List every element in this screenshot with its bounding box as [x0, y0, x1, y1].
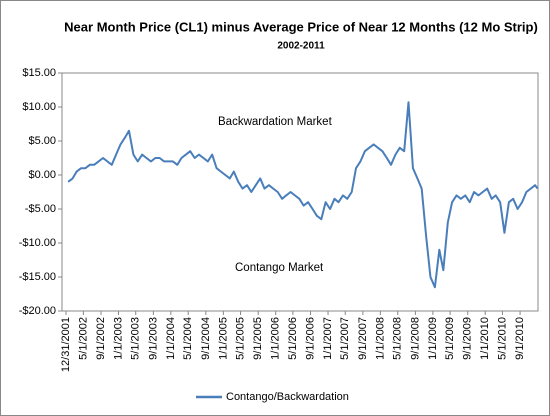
x-tick-label: 1/1/2006	[270, 317, 282, 360]
x-tick-label: 9/1/2004	[200, 317, 212, 360]
chart-title: Near Month Price (CL1) minus Average Pri…	[64, 19, 538, 34]
x-tick-label: 5/1/2002	[77, 317, 89, 360]
y-tick-label: $0.00	[28, 169, 56, 181]
x-tick-label: 5/1/2008	[392, 317, 404, 360]
x-tick-label: 5/1/2006	[287, 317, 299, 360]
x-tick-label: 9/1/2008	[409, 317, 421, 360]
x-tick-label: 9/1/2010	[514, 317, 526, 360]
y-tick-label: $15.00	[22, 67, 56, 79]
annotation: Backwardation Market	[218, 116, 333, 128]
x-tick-label: 9/1/2002	[95, 317, 107, 360]
y-tick-label: -$5.00	[25, 203, 56, 215]
x-tick-label: 9/1/2007	[357, 317, 369, 360]
x-tick-label: 5/1/2005	[234, 317, 246, 360]
x-tick-label: 9/1/2009	[462, 317, 474, 360]
plot-area	[61, 72, 539, 312]
line-series	[67, 101, 539, 289]
x-tick-label: 5/1/2007	[339, 317, 351, 360]
x-tick-label: 1/1/2008	[374, 317, 386, 360]
x-tick-label: 5/1/2010	[496, 317, 508, 360]
legend-label: Contango/Backwardation	[226, 391, 349, 403]
x-tick-label: 5/1/2009	[444, 317, 456, 360]
x-tick-label: 1/1/2004	[165, 317, 177, 360]
x-tick-label: 1/1/2003	[112, 317, 124, 360]
y-tick-label: -$15.00	[19, 271, 56, 283]
x-tick-label: 1/1/2005	[217, 317, 229, 360]
x-tick-label: 1/1/2010	[479, 317, 491, 360]
x-tick-label: 1/1/2007	[322, 317, 334, 360]
x-tick-label: 9/1/2003	[147, 317, 159, 360]
x-tick-label: 5/1/2003	[130, 317, 142, 360]
y-tick-label: -$20.00	[19, 305, 56, 317]
x-tick-label: 1/1/2009	[427, 317, 439, 360]
annotation: Contango Market	[235, 262, 324, 274]
x-tick-label: 9/1/2005	[252, 317, 264, 360]
chart-subtitle: 2002-2011	[277, 41, 325, 52]
x-tick-label: 9/1/2006	[304, 317, 316, 360]
y-tick-label: $5.00	[28, 135, 56, 147]
x-tick-label: 12/31/2001	[60, 317, 72, 372]
x-tick-label: 5/1/2004	[182, 317, 194, 360]
y-tick-label: $10.00	[22, 101, 56, 113]
y-tick-label: -$10.00	[19, 237, 56, 249]
